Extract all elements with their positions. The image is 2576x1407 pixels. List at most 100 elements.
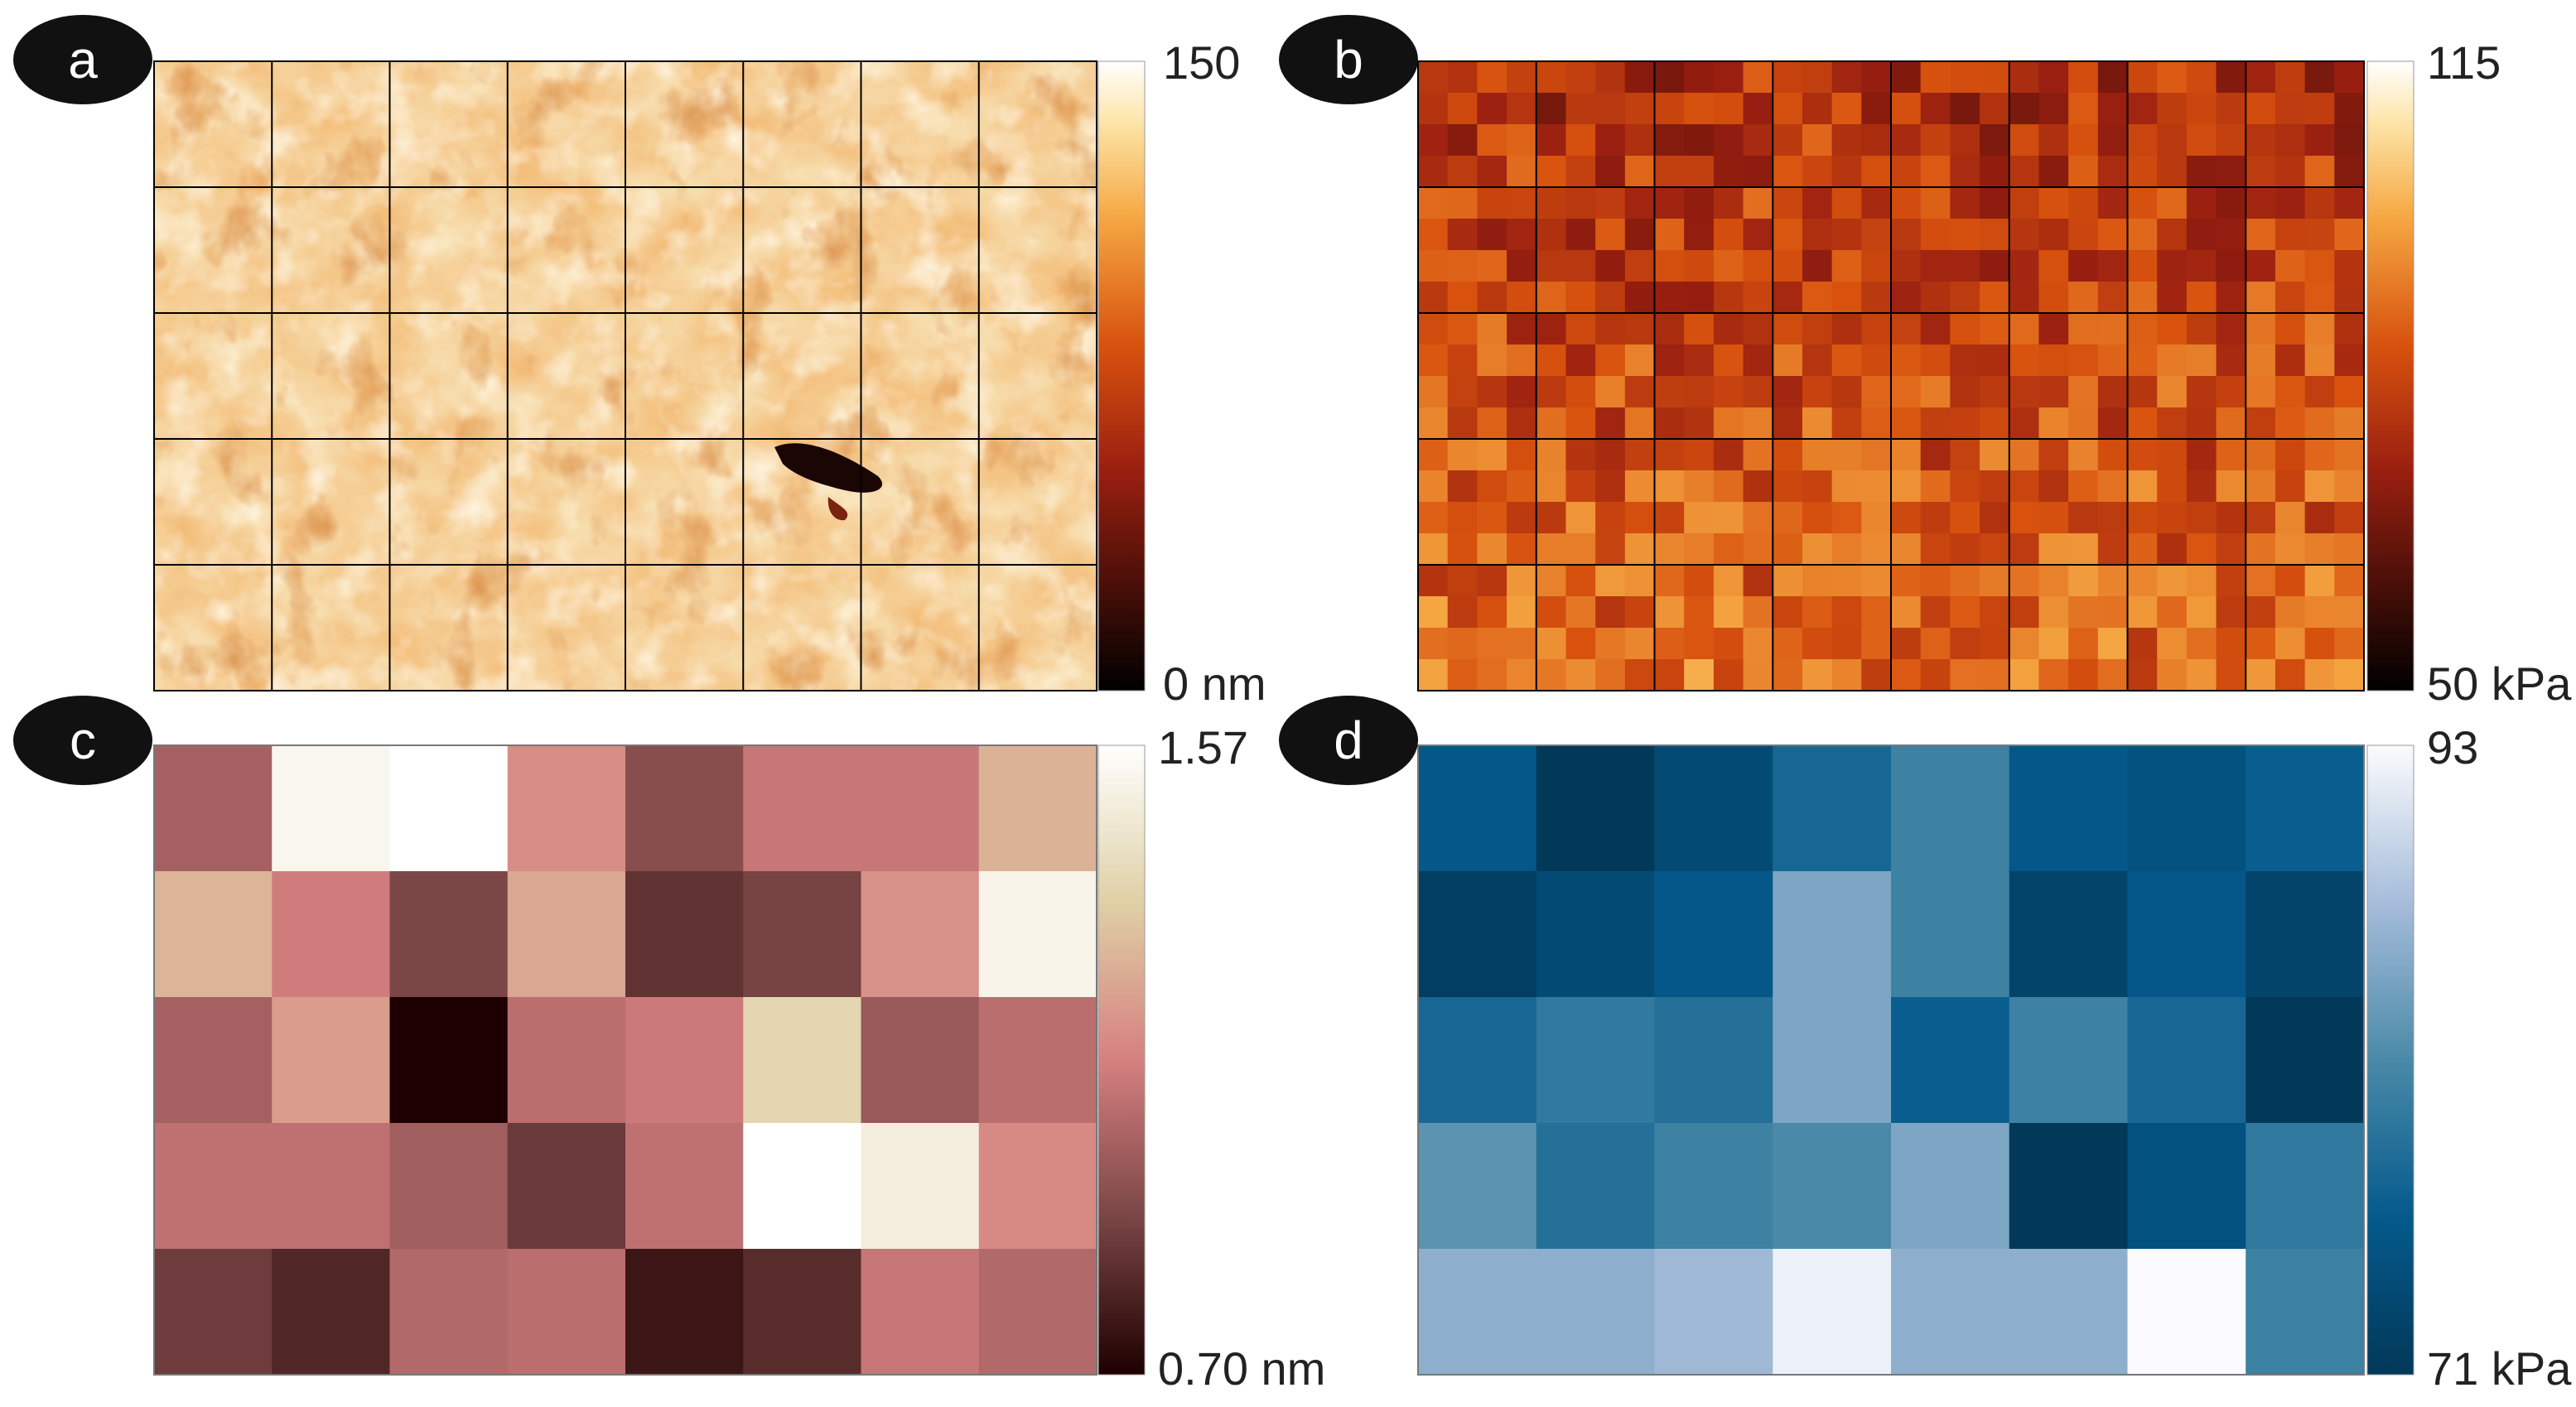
panel-b-cell [1773, 282, 1803, 314]
panel-b-cell [1418, 124, 1449, 157]
panel-b-cell [1418, 282, 1449, 314]
panel-b-cell [1624, 345, 1656, 377]
panel-b-cell [2157, 502, 2188, 534]
panel-b-cell [1861, 407, 1892, 440]
panel-b-cell [2038, 407, 2069, 440]
panel-b-cell [1831, 439, 1862, 471]
panel-b-cell [1743, 659, 1773, 691]
panel-b-cell [2157, 187, 2188, 219]
panel-b-cell [1920, 628, 1951, 660]
panel-b-cell [1920, 376, 1951, 408]
panel-b-cell [1565, 313, 1596, 345]
panel-b-cell [1507, 659, 1537, 691]
panel-b: 115 50 kPa b [1279, 15, 2572, 710]
panel-b-cell [2009, 439, 2040, 471]
panel-b-cell [2304, 565, 2335, 597]
panel-b-cell [1595, 61, 1626, 94]
panel-b-cell [1861, 156, 1892, 188]
panel-b-cell [1773, 124, 1803, 157]
panel-b-cell [1624, 659, 1656, 691]
panel-b-cell [2304, 407, 2335, 440]
panel-b-cell [2186, 439, 2217, 471]
panel-b-cell [2304, 470, 2335, 503]
panel-d-cell [2246, 1249, 2365, 1376]
panel-b-cell [2275, 596, 2306, 629]
panel-b-cell [2157, 345, 2188, 377]
panel-b-cell [2216, 187, 2246, 219]
panel-b-cell [1684, 502, 1715, 534]
panel-b-cell [1536, 282, 1567, 314]
panel-b-cell [1654, 313, 1685, 345]
panel-b-cell [1743, 596, 1773, 629]
panel-b-cell [1565, 376, 1596, 408]
panel-d-cell [1418, 1249, 1537, 1376]
panel-b-cell [1861, 376, 1892, 408]
panel-d-badge-label: d [1334, 711, 1363, 770]
panel-b-cell [1920, 61, 1951, 94]
panel-b-cell [1447, 659, 1478, 691]
panel-b-cell [1654, 282, 1685, 314]
panel-b-cell [1684, 628, 1715, 660]
panel-b-cell [1565, 565, 1596, 597]
panel-b-cell [1418, 313, 1449, 345]
panel-b-cell [1861, 439, 1892, 471]
panel-b-cell [1713, 313, 1744, 345]
panel-b-cell [1477, 596, 1507, 629]
panel-b-cell [1565, 156, 1596, 188]
panel-b-cell [1595, 93, 1626, 125]
panel-b-cell [1418, 407, 1449, 440]
panel-b-cell [1920, 470, 1951, 503]
panel-b-cell [1654, 596, 1685, 629]
panel-c-cell [389, 745, 509, 872]
panel-b-cell [1980, 628, 2010, 660]
panel-b-cell [1831, 156, 1862, 188]
panel-b-cell [1802, 124, 1833, 157]
panel-b-cell [2304, 219, 2335, 251]
panel-c-cell [389, 1249, 509, 1376]
panel-b-cell [1684, 250, 1715, 282]
panel-a: 150 0 nm a [13, 15, 1266, 710]
panel-b-cell [2127, 407, 2158, 440]
panel-b-cell [2216, 124, 2246, 157]
panel-b-cell [1595, 313, 1626, 345]
panel-c-cell [978, 745, 1097, 872]
panel-d-cell [2246, 745, 2365, 872]
panel-b-cell [1536, 407, 1567, 440]
panel-b-cell [2334, 313, 2365, 345]
panel-b-cell [2275, 219, 2306, 251]
panel-b-cell [2186, 124, 2217, 157]
panel-b-cell [1447, 61, 1478, 94]
panel-b-cell [2127, 124, 2158, 157]
panel-b-cell [2304, 439, 2335, 471]
panel-d-cell [2009, 1123, 2129, 1250]
panel-c-cell [389, 997, 509, 1124]
panel-b-cell [1891, 439, 1922, 471]
panel-d-cell [2009, 997, 2129, 1124]
panel-b-cell [1684, 439, 1715, 471]
panel-b-cell [1536, 376, 1567, 408]
panel-b-cell [2127, 345, 2158, 377]
panel-b-cell [1654, 250, 1685, 282]
panel-b-cell [1624, 313, 1656, 345]
panel-b-cell [2009, 502, 2040, 534]
panel-c-cell [507, 1249, 626, 1376]
panel-b-cell [1802, 596, 1833, 629]
panel-b-cell [2157, 470, 2188, 503]
panel-c-cell [625, 871, 744, 998]
panel-b-cell [2246, 596, 2276, 629]
panel-b-cell [1920, 250, 1951, 282]
panel-b-cell [1447, 282, 1478, 314]
panel-b-cell [2216, 565, 2246, 597]
panel-b-cell [1891, 533, 1922, 566]
panel-b-cell [2334, 282, 2365, 314]
panel-c-cell [507, 997, 626, 1124]
panel-b-cell [1507, 93, 1537, 125]
panel-b-cell [1743, 376, 1773, 408]
panel-c-cell [978, 871, 1097, 998]
panel-b-cell [2304, 250, 2335, 282]
panel-b-cell [2097, 313, 2129, 345]
panel-b-cell [1507, 282, 1537, 314]
panel-b-cell [2334, 533, 2365, 566]
panel-b-cell [2097, 250, 2129, 282]
panel-b-cell [1536, 61, 1567, 94]
